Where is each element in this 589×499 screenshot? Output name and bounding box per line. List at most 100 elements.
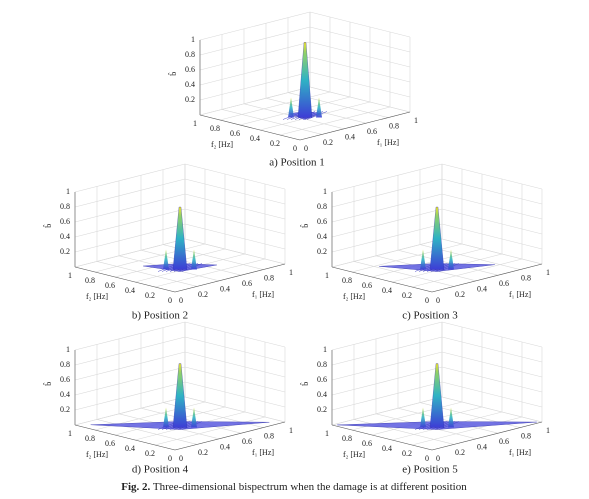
wall-grid [441, 381, 543, 408]
f1-axis-label: f₁ [Hz] [252, 448, 274, 457]
wall-grid [184, 351, 286, 378]
wall-grid [441, 351, 543, 378]
wall-grid [441, 223, 543, 250]
figure-caption: Fig. 2. Three-dimensional bispectrum whe… [121, 481, 467, 493]
wall-grid [74, 351, 186, 381]
f2-tick-label: 0.4 [250, 134, 260, 143]
f1-tick-label: 0.8 [521, 273, 531, 282]
floor-grid [114, 406, 226, 436]
f2-tick-label: 0.2 [145, 291, 155, 300]
wall-grid [184, 321, 286, 348]
z-tick-label: 0.4 [317, 232, 327, 241]
surface-peak [172, 206, 188, 270]
f2-tick-label: 0 [293, 144, 297, 153]
surface-side-peak [448, 249, 454, 270]
f1-tick-label: 0.4 [220, 285, 230, 294]
surface-peak [172, 363, 188, 428]
floor-grid [154, 258, 266, 288]
f2-tick-label: 0.6 [105, 439, 115, 448]
wall-grid [331, 366, 443, 396]
f2-tick-label: 0.2 [402, 449, 412, 458]
panel-caption: c) Position 3 [402, 310, 458, 322]
f1-tick-label: 1 [289, 426, 293, 435]
panel-caption: b) Position 2 [132, 310, 188, 322]
panel: 0 0.2 0.4 0.6 0.8 1 0 0.2 0.4 0.6 0.8 1 0.2 0.4 0.6 0.8… [42, 163, 293, 322]
wall-grid [331, 208, 443, 238]
wall-grid [184, 208, 286, 235]
panel: 0 0.2 0.4 0.6 0.8 1 0 0.2 0.4 0.6 0.8 1 0.2 0.4 0.6 0.8… [299, 163, 550, 322]
z-tick-label: 0.8 [317, 202, 327, 211]
floor-grid [353, 261, 455, 287]
f2-tick-label: 1 [68, 271, 72, 280]
z-tick-label: 0.2 [185, 95, 195, 104]
z-tick-label: 1 [66, 187, 70, 196]
axis-line [174, 421, 286, 451]
f1-tick-label: 0.4 [345, 133, 355, 142]
axis-line [174, 263, 286, 293]
floor-grid [279, 106, 391, 136]
f1-tick-label: 0.8 [521, 431, 531, 440]
floor-grid [239, 96, 351, 126]
floor-grid [199, 86, 311, 116]
surface-side-peak [163, 249, 169, 270]
floor-grid [371, 406, 483, 436]
f1-tick-label: 0 [304, 144, 308, 153]
panel-caption: a) Position 1 [269, 157, 325, 169]
z-tick-label: 0.6 [185, 65, 195, 74]
wall-grid [441, 366, 543, 393]
figure-text: Three-dimensional bispectrum when the da… [153, 481, 467, 493]
f1-tick-label: 0.2 [198, 290, 208, 299]
floor-grid [184, 396, 286, 423]
surface-side-peak [191, 407, 197, 428]
surface-side-peak [163, 407, 169, 428]
f2-tick-label: 0.8 [342, 434, 352, 443]
floor-grid [243, 103, 345, 130]
wall-grid [199, 41, 311, 71]
wall-grid [199, 26, 311, 56]
f1-axis-label: f₁ [Hz] [509, 448, 531, 457]
f1-tick-label: 0.8 [264, 273, 274, 282]
floor-grid [94, 243, 206, 273]
panel: 0 0.2 0.4 0.6 0.8 1 0 0.2 0.4 0.6 0.8 1 0.2 0.4 0.6 0.8… [299, 321, 550, 476]
f1-tick-label: 1 [414, 116, 418, 125]
panel-caption: e) Position 5 [402, 464, 458, 476]
wall-grid [74, 208, 186, 238]
z-tick-label: 0.4 [60, 232, 70, 241]
f1-tick-label: 0.2 [455, 448, 465, 457]
f1-tick-label: 0.6 [242, 437, 252, 446]
wall-grid [331, 163, 443, 193]
floor-grid [259, 101, 371, 131]
f2-axis-label: f₂ [Hz] [211, 140, 233, 149]
f2-tick-label: 0.8 [85, 276, 95, 285]
z-tick-label: 0.8 [185, 50, 195, 59]
f2-tick-label: 1 [325, 271, 329, 280]
surface-side-peak [191, 249, 197, 270]
axis-line [199, 114, 301, 141]
wall-grid [184, 163, 286, 190]
wall-grid [441, 336, 543, 363]
f1-tick-label: 0.6 [242, 279, 252, 288]
z-axis-label: b̂ [167, 72, 178, 76]
wall-grid [309, 26, 411, 53]
wall-grid [74, 223, 186, 253]
surface-peak [429, 206, 445, 270]
f2-tick-label: 1 [325, 429, 329, 438]
f1-tick-label: 0.8 [389, 121, 399, 130]
floor-grid [74, 238, 186, 268]
f2-axis-label: f₂ [Hz] [343, 292, 365, 301]
wall-grid [309, 11, 411, 38]
axis-line [74, 266, 176, 293]
z-tick-label: 0.2 [60, 247, 70, 256]
f1-tick-label: 0 [436, 296, 440, 305]
f2-tick-label: 0.4 [382, 286, 392, 295]
axis-line [331, 266, 433, 293]
wall-grid [331, 336, 443, 366]
wall-grid [331, 321, 443, 351]
f2-tick-label: 0.8 [210, 124, 220, 133]
f2-tick-label: 0 [168, 296, 172, 305]
floor-grid [114, 248, 226, 278]
wall-grid [199, 71, 311, 101]
f1-tick-label: 0.8 [264, 431, 274, 440]
wall-grid [184, 381, 286, 408]
